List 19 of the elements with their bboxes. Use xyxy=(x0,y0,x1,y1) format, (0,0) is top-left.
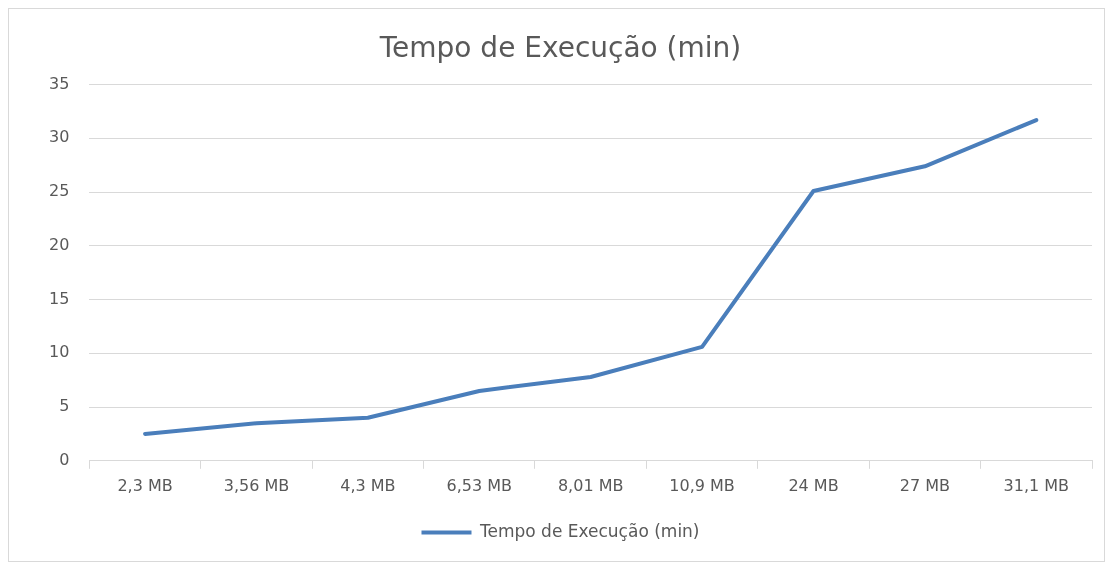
y-tick-label: 15 xyxy=(49,288,70,308)
x-tick-label: 4,3 MB xyxy=(340,475,396,495)
chart-title: Tempo de Execução (min) xyxy=(378,31,742,65)
y-tick-label: 30 xyxy=(49,127,70,147)
x-tick-label: 8,01 MB xyxy=(557,475,624,495)
x-tick-label: 24 MB xyxy=(788,475,839,495)
y-tick-label: 35 xyxy=(49,73,70,93)
y-tick-label: 25 xyxy=(49,181,70,201)
legend-label: Tempo de Execução (min) xyxy=(478,520,700,541)
x-tick-label: 3,56 MB xyxy=(223,475,290,495)
x-tick-label: 2,3 MB xyxy=(117,475,173,495)
x-tick-label: 31,1 MB xyxy=(1003,475,1070,495)
x-tick-label: 6,53 MB xyxy=(446,475,513,495)
y-tick-label: 5 xyxy=(59,396,70,416)
y-tick-label: 10 xyxy=(49,342,70,362)
y-tick-label: 20 xyxy=(49,234,70,254)
y-tick-label: 0 xyxy=(59,449,70,469)
x-tick-label: 10,9 MB xyxy=(669,475,735,495)
x-tick-label: 27 MB xyxy=(899,475,951,495)
